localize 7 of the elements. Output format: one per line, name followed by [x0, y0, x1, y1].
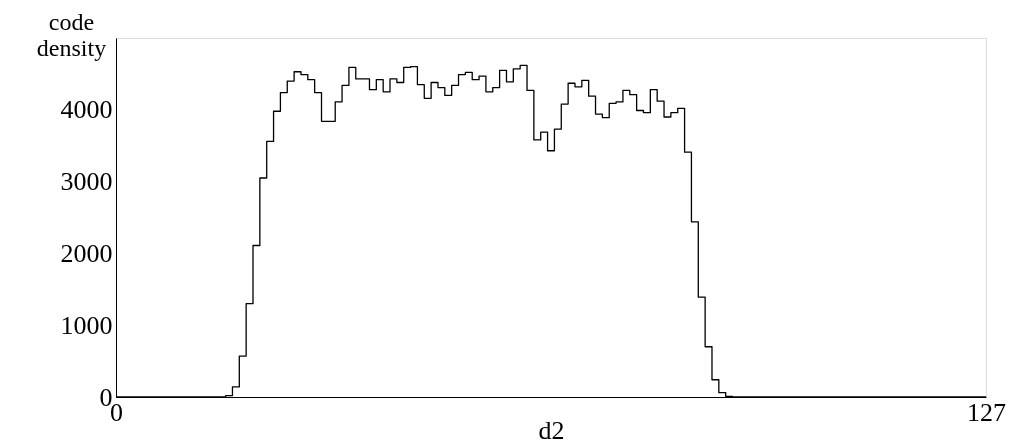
- x-axis-title: d2: [538, 415, 565, 440]
- y-tick-label: 2000: [60, 238, 113, 268]
- y-axis-title: code density: [36, 8, 107, 61]
- y-tick-label: 3000: [60, 167, 113, 197]
- y-tick-label: 4000: [60, 95, 113, 125]
- x-tick-label: 127: [967, 397, 1006, 427]
- y-tick-label: 1000: [60, 310, 113, 340]
